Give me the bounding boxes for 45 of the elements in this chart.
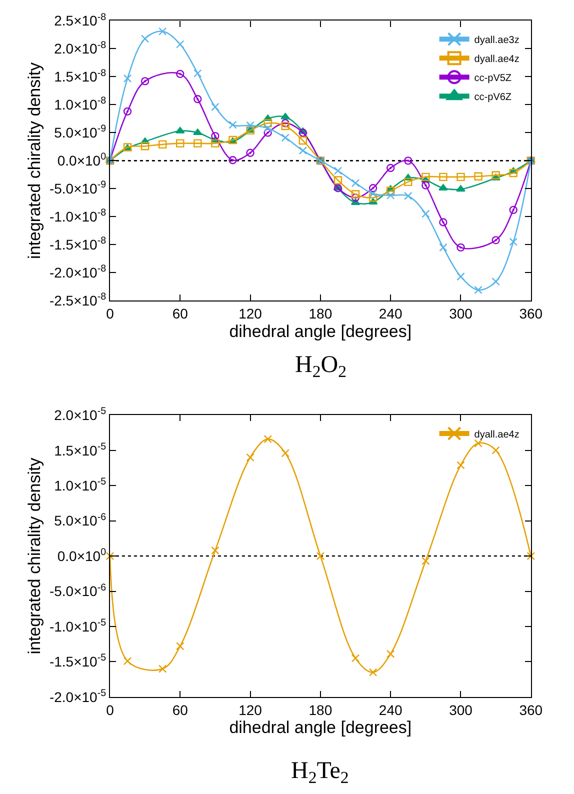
y-tick-label: -1.5×10$^{-5}$ — [49, 652, 107, 670]
y-tick-label: 5.0×10$^{-6}$ — [54, 512, 107, 529]
y-tick-label: 0.0×10$^{0}$ — [57, 547, 107, 564]
y-tick-label: 5.0×10$^{-9}$ — [54, 124, 106, 141]
y-tick-label: 1.0×10$^{-8}$ — [54, 96, 107, 113]
text: H$_{2}$Te$_{2}$ — [291, 758, 349, 788]
x-tick-label: 120 — [238, 306, 262, 322]
x-axis-title: dihedral angle [degrees] — [229, 718, 412, 738]
y-axis-title: integrated chirality density — [25, 457, 44, 654]
y-tick-label: 1.5×10$^{-8}$ — [54, 68, 107, 85]
x-tick-label: 300 — [449, 702, 473, 718]
y-tick-label: 2.0×10$^{-5}$ — [54, 406, 107, 424]
x-tick-label: 60 — [172, 306, 188, 322]
y-tick-label: -2.0×10$^{-5}$ — [49, 688, 107, 705]
y-tick-label: 2.5×10$^{-8}$ — [54, 12, 107, 29]
x-tick-label: 300 — [449, 306, 473, 322]
legend-label: cc-pV6Z — [474, 92, 512, 104]
x-tick-label: 0 — [106, 702, 114, 718]
x-axis-title: dihedral angle [degrees] — [229, 322, 412, 341]
x-tick-label: 360 — [519, 702, 543, 718]
x-tick-label: 240 — [378, 702, 402, 718]
x-tick-label: 0 — [106, 306, 114, 322]
x-tick-label: 180 — [308, 306, 332, 322]
y-tick-label: 0.0×10$^{0}$ — [57, 152, 107, 169]
y-tick-label: -2.0×10$^{-8}$ — [49, 264, 107, 281]
y-tick-label: -1.0×10$^{-5}$ — [49, 618, 107, 634]
y-tick-label: -1.0×10$^{-8}$ — [49, 208, 107, 225]
legend-label: cc-pV5Z — [474, 73, 512, 84]
y-tick-label: 2.0×10$^{-8}$ — [54, 40, 107, 57]
y-tick-label: -2.5×10$^{-8}$ — [49, 292, 107, 309]
x-tick-label: 240 — [378, 306, 402, 322]
y-tick-label: -5.0×10$^{-9}$ — [49, 180, 106, 197]
legend-label: dyall.ae4z — [474, 54, 520, 66]
x-tick-label: 180 — [308, 702, 332, 718]
text: H$_{2}$O$_{2}$ — [295, 352, 346, 382]
x-tick-label: 60 — [172, 702, 188, 718]
x-tick-label: 120 — [238, 702, 262, 718]
y-tick-label: -1.5×10$^{-8}$ — [49, 236, 107, 253]
y-tick-label: -5.0×10$^{-6}$ — [49, 582, 107, 600]
legend-label: dyall.ae3z — [474, 35, 520, 46]
y-tick-label: 1.0×10$^{-5}$ — [54, 476, 107, 494]
x-tick-label: 360 — [519, 306, 543, 322]
legend-label: dyall.ae4z — [474, 429, 520, 440]
y-tick-label: 1.5×10$^{-5}$ — [54, 441, 107, 458]
y-axis-title: integrated chirality density — [25, 62, 44, 259]
